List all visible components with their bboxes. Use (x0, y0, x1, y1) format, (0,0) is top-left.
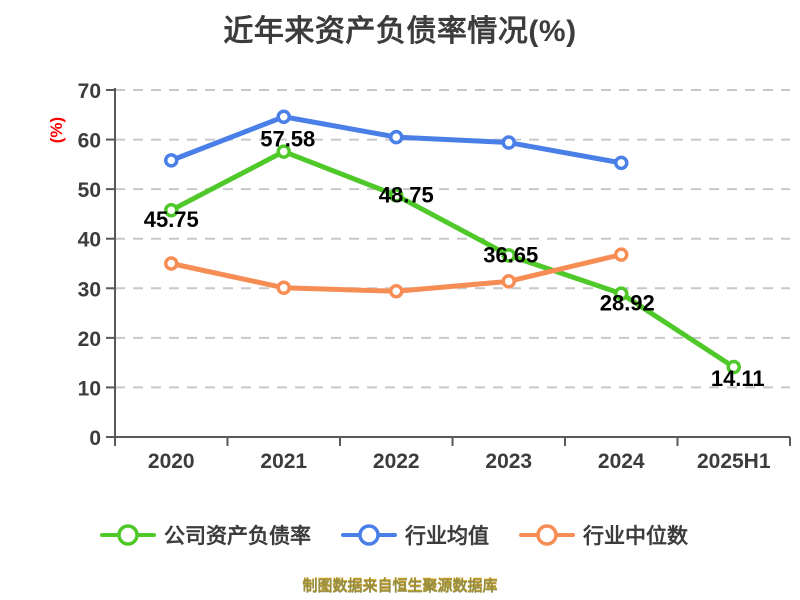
data-point-label: 36.65 (483, 242, 538, 267)
y-tick-label: 30 (78, 278, 101, 301)
data-point-marker[interactable] (614, 247, 629, 262)
data-point-label: 57.58 (260, 127, 315, 152)
data-point-marker[interactable] (501, 274, 516, 289)
data-point-marker[interactable] (389, 129, 404, 145)
y-tick-label: 70 (78, 80, 101, 103)
legend-label: 行业均值 (404, 524, 489, 548)
y-axis-unit-label: (%) (47, 117, 66, 143)
y-tick-label: 0 (89, 427, 101, 450)
series-lines (168, 114, 737, 370)
y-tick-label: 60 (78, 130, 101, 153)
legend-item-1[interactable]: 行业均值 (341, 524, 489, 548)
x-tick-label: 2020 (148, 450, 195, 473)
chart-legend[interactable]: 公司资产负债率 行业均值 行业中位数 (100, 524, 689, 548)
data-point-marker[interactable] (389, 284, 404, 299)
data-point-marker[interactable] (164, 256, 179, 271)
y-tick-label: 50 (78, 179, 101, 202)
data-point-marker[interactable] (614, 155, 629, 171)
data-point-marker[interactable] (276, 144, 291, 159)
data-point-marker[interactable] (276, 280, 291, 296)
data-point-marker[interactable] (501, 135, 516, 150)
chart-title: 近年来资产负债率情况(%) (223, 15, 577, 48)
data-point-label: 28.92 (600, 291, 655, 316)
data-point-marker[interactable] (164, 153, 179, 168)
series-markers (164, 109, 741, 375)
data-point-marker[interactable] (726, 359, 741, 375)
data-point-label: 14.11 (711, 366, 765, 391)
x-axis-ticks: 2020 2021 2022 2023 2024 2025H1 (114, 437, 791, 473)
x-tick-label: 2025H1 (697, 450, 771, 473)
chart-source-note-main: 制图数据来自恒生聚源数据库 (302, 577, 498, 594)
series-value-labels: 45.75 57.58 48.75 36.65 28.92 14.11 (144, 127, 765, 391)
legend-item-2[interactable]: 行业中位数 (519, 524, 689, 548)
data-point-marker[interactable] (164, 202, 179, 218)
data-point-marker[interactable] (276, 109, 291, 125)
x-tick-label: 2024 (598, 450, 645, 473)
y-axis-gridlines (115, 89, 790, 389)
legend-label: 公司资产负债率 (164, 524, 311, 548)
y-tick-label: 20 (78, 328, 101, 351)
x-tick-label: 2023 (485, 450, 532, 473)
data-point-marker[interactable] (501, 248, 516, 263)
x-tick-label: 2021 (260, 450, 307, 473)
data-point-marker[interactable] (614, 286, 629, 301)
series-line (168, 149, 737, 370)
y-tick-label: 10 (78, 377, 101, 400)
data-point-label: 45.75 (144, 207, 199, 232)
y-axis-ticks: 0 10 20 30 40 50 60 70 (78, 80, 115, 450)
legend-label: 行业中位数 (582, 524, 689, 548)
chart-source-note: 制图数据来自恒生聚源数据库 制图数据来自恒生聚源数据库 (0, 574, 800, 595)
chart-source-note-shadow: 制图数据来自恒生聚源数据库 (302, 578, 498, 595)
data-point-marker[interactable] (389, 188, 404, 203)
data-point-label: 48.75 (379, 182, 434, 207)
legend-item-0[interactable]: 公司资产负债率 (100, 524, 311, 548)
x-tick-label: 2022 (373, 450, 420, 473)
y-tick-label: 40 (78, 229, 101, 252)
